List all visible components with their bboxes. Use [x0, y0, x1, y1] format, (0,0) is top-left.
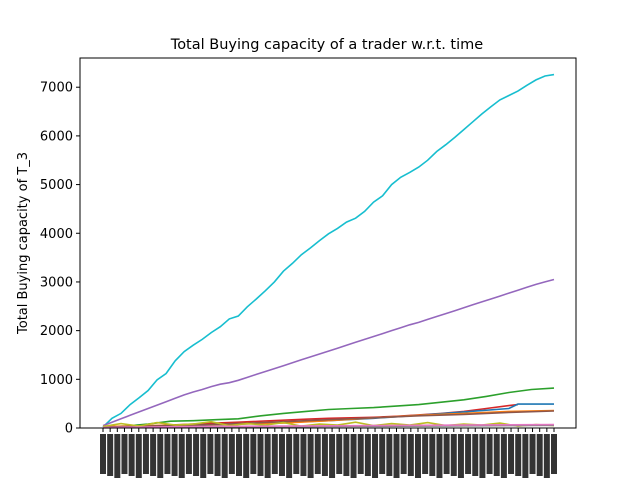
x-tick-label	[214, 434, 221, 476]
x-tick-label	[314, 434, 321, 474]
x-tick-label	[150, 434, 157, 476]
x-tick-label	[142, 434, 149, 474]
plot-frame	[79, 57, 577, 429]
x-tick-label	[343, 434, 350, 476]
y-tick-label: 4000	[40, 227, 73, 242]
x-tick-label	[135, 434, 142, 478]
x-tick-label	[472, 434, 479, 476]
x-tick-label	[264, 434, 271, 478]
x-tick-label	[271, 434, 278, 474]
x-tick-label	[508, 434, 515, 474]
x-tick-label	[543, 434, 550, 478]
x-tick-label	[336, 434, 343, 474]
x-tick-label	[450, 434, 457, 476]
y-tick-label: 1000	[40, 373, 73, 388]
x-tick-label	[321, 434, 328, 476]
x-tick-label	[107, 434, 114, 476]
y-tick-label: 7000	[40, 81, 73, 96]
x-tick-label	[379, 434, 386, 474]
x-tick-label	[515, 434, 522, 476]
y-tick-label: 6000	[40, 129, 73, 144]
x-tick-label	[250, 434, 257, 474]
chart-title: Total Buying capacity of a trader w.r.t.…	[170, 37, 483, 53]
y-tick-label: 2000	[40, 324, 73, 339]
x-tick-label	[422, 434, 429, 474]
x-tick-label	[178, 434, 185, 478]
series-line-10	[102, 423, 555, 429]
x-tick-label	[372, 434, 379, 478]
x-tick-label	[457, 434, 464, 478]
x-tick-label	[236, 434, 243, 476]
x-tick-label	[393, 434, 400, 478]
series-layer	[102, 73, 555, 429]
x-tick-label	[436, 434, 443, 478]
y-tick-label: 3000	[40, 275, 73, 290]
x-tick-label	[551, 434, 557, 474]
x-tick-label	[185, 434, 192, 474]
x-tick-label	[386, 434, 393, 476]
x-tick-label	[228, 434, 235, 474]
x-tick-label	[465, 434, 472, 474]
x-tick-label	[171, 434, 178, 476]
x-tick-label	[128, 434, 135, 476]
y-tick-label: 5000	[40, 178, 73, 193]
x-tick-label	[121, 434, 128, 474]
x-tick-label	[357, 434, 364, 474]
x-tick-label	[164, 434, 171, 474]
series-line-1	[102, 73, 555, 428]
y-tick-label: 0	[65, 422, 73, 437]
x-tick-label	[278, 434, 285, 476]
x-tick-label	[443, 434, 450, 474]
x-tick-label	[407, 434, 414, 476]
x-tick-label	[293, 434, 300, 474]
series-line-3	[102, 387, 555, 428]
x-tick-label	[500, 434, 507, 478]
y-axis-label: Total Buying capacity of T_3	[16, 152, 31, 335]
x-tick-label	[300, 434, 307, 476]
x-tick-label	[493, 434, 500, 476]
x-tick-label	[329, 434, 336, 478]
x-tick-label	[522, 434, 529, 478]
series-line-2	[102, 278, 555, 427]
x-tick-label	[414, 434, 421, 478]
x-axis	[100, 428, 557, 478]
x-tick-label	[529, 434, 536, 474]
x-tick-label	[200, 434, 207, 478]
x-tick-label	[193, 434, 200, 476]
y-axis: 0 1000 2000 3000 4000 5000 6000 7000	[40, 81, 80, 437]
x-tick-label	[286, 434, 293, 478]
x-tick-label	[221, 434, 228, 478]
x-tick-label	[364, 434, 371, 476]
x-tick-label	[486, 434, 493, 474]
x-tick-label	[350, 434, 357, 478]
x-tick-label	[114, 434, 121, 478]
x-tick-label	[307, 434, 314, 478]
x-tick-label	[157, 434, 164, 478]
x-tick-label	[479, 434, 486, 478]
x-tick-label	[100, 434, 106, 474]
x-tick-label	[207, 434, 214, 474]
x-tick-label	[429, 434, 436, 476]
x-tick-label	[400, 434, 407, 474]
x-tick-label	[243, 434, 250, 478]
x-tick-label	[257, 434, 264, 476]
x-tick-label	[536, 434, 543, 476]
